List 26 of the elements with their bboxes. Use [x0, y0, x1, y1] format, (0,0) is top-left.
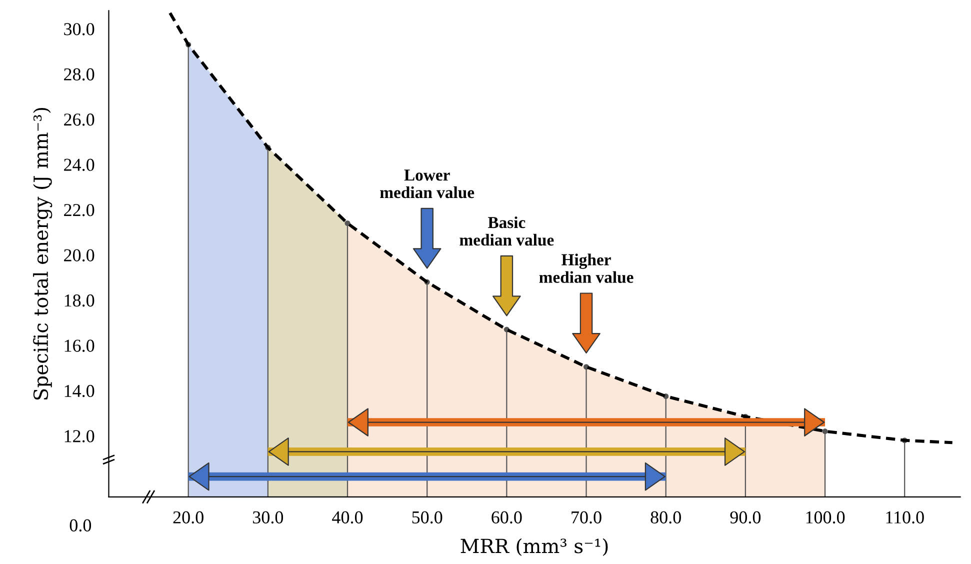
x-tick-label: 100.0 [806, 511, 845, 524]
y-tick-label: 12.0 [64, 430, 94, 442]
annotation: Basic median value [460, 216, 554, 246]
x-tick-label: 90.0 [730, 511, 761, 524]
x-tick-label: 80.0 [650, 511, 681, 524]
annotation: Higher median value [539, 254, 634, 283]
annotation: Lower median value [380, 170, 474, 198]
y-tick-label: 26.0 [64, 114, 94, 126]
text: 0.0 [70, 519, 92, 532]
x-tick-label: 40.0 [332, 511, 363, 524]
y-axis-title: Specific total energy (J mm⁻³) [33, 108, 52, 400]
x-tick-label: 30.0 [252, 511, 284, 524]
y-tick-label: 22.0 [64, 204, 94, 216]
y-tick-label: 16.0 [64, 340, 94, 352]
x-tick-label: 50.0 [412, 511, 442, 524]
y-tick-label: 18.0 [64, 294, 94, 307]
x-tick-label: 20.0 [173, 511, 204, 524]
y-tick-label: 14.0 [64, 384, 94, 398]
x-axis-title: MRR (mm³ s⁻¹) [460, 538, 608, 556]
y-tick-label: 24.0 [64, 158, 94, 171]
x-tick-label: 70.0 [572, 511, 602, 524]
y-tick-label: 30.0 [64, 23, 94, 36]
y-tick-label: 20.0 [64, 249, 94, 262]
y-tick-label: 28.0 [64, 68, 94, 81]
x-tick-label: 110.0 [886, 511, 924, 524]
x-tick-label: 60.0 [492, 511, 522, 524]
